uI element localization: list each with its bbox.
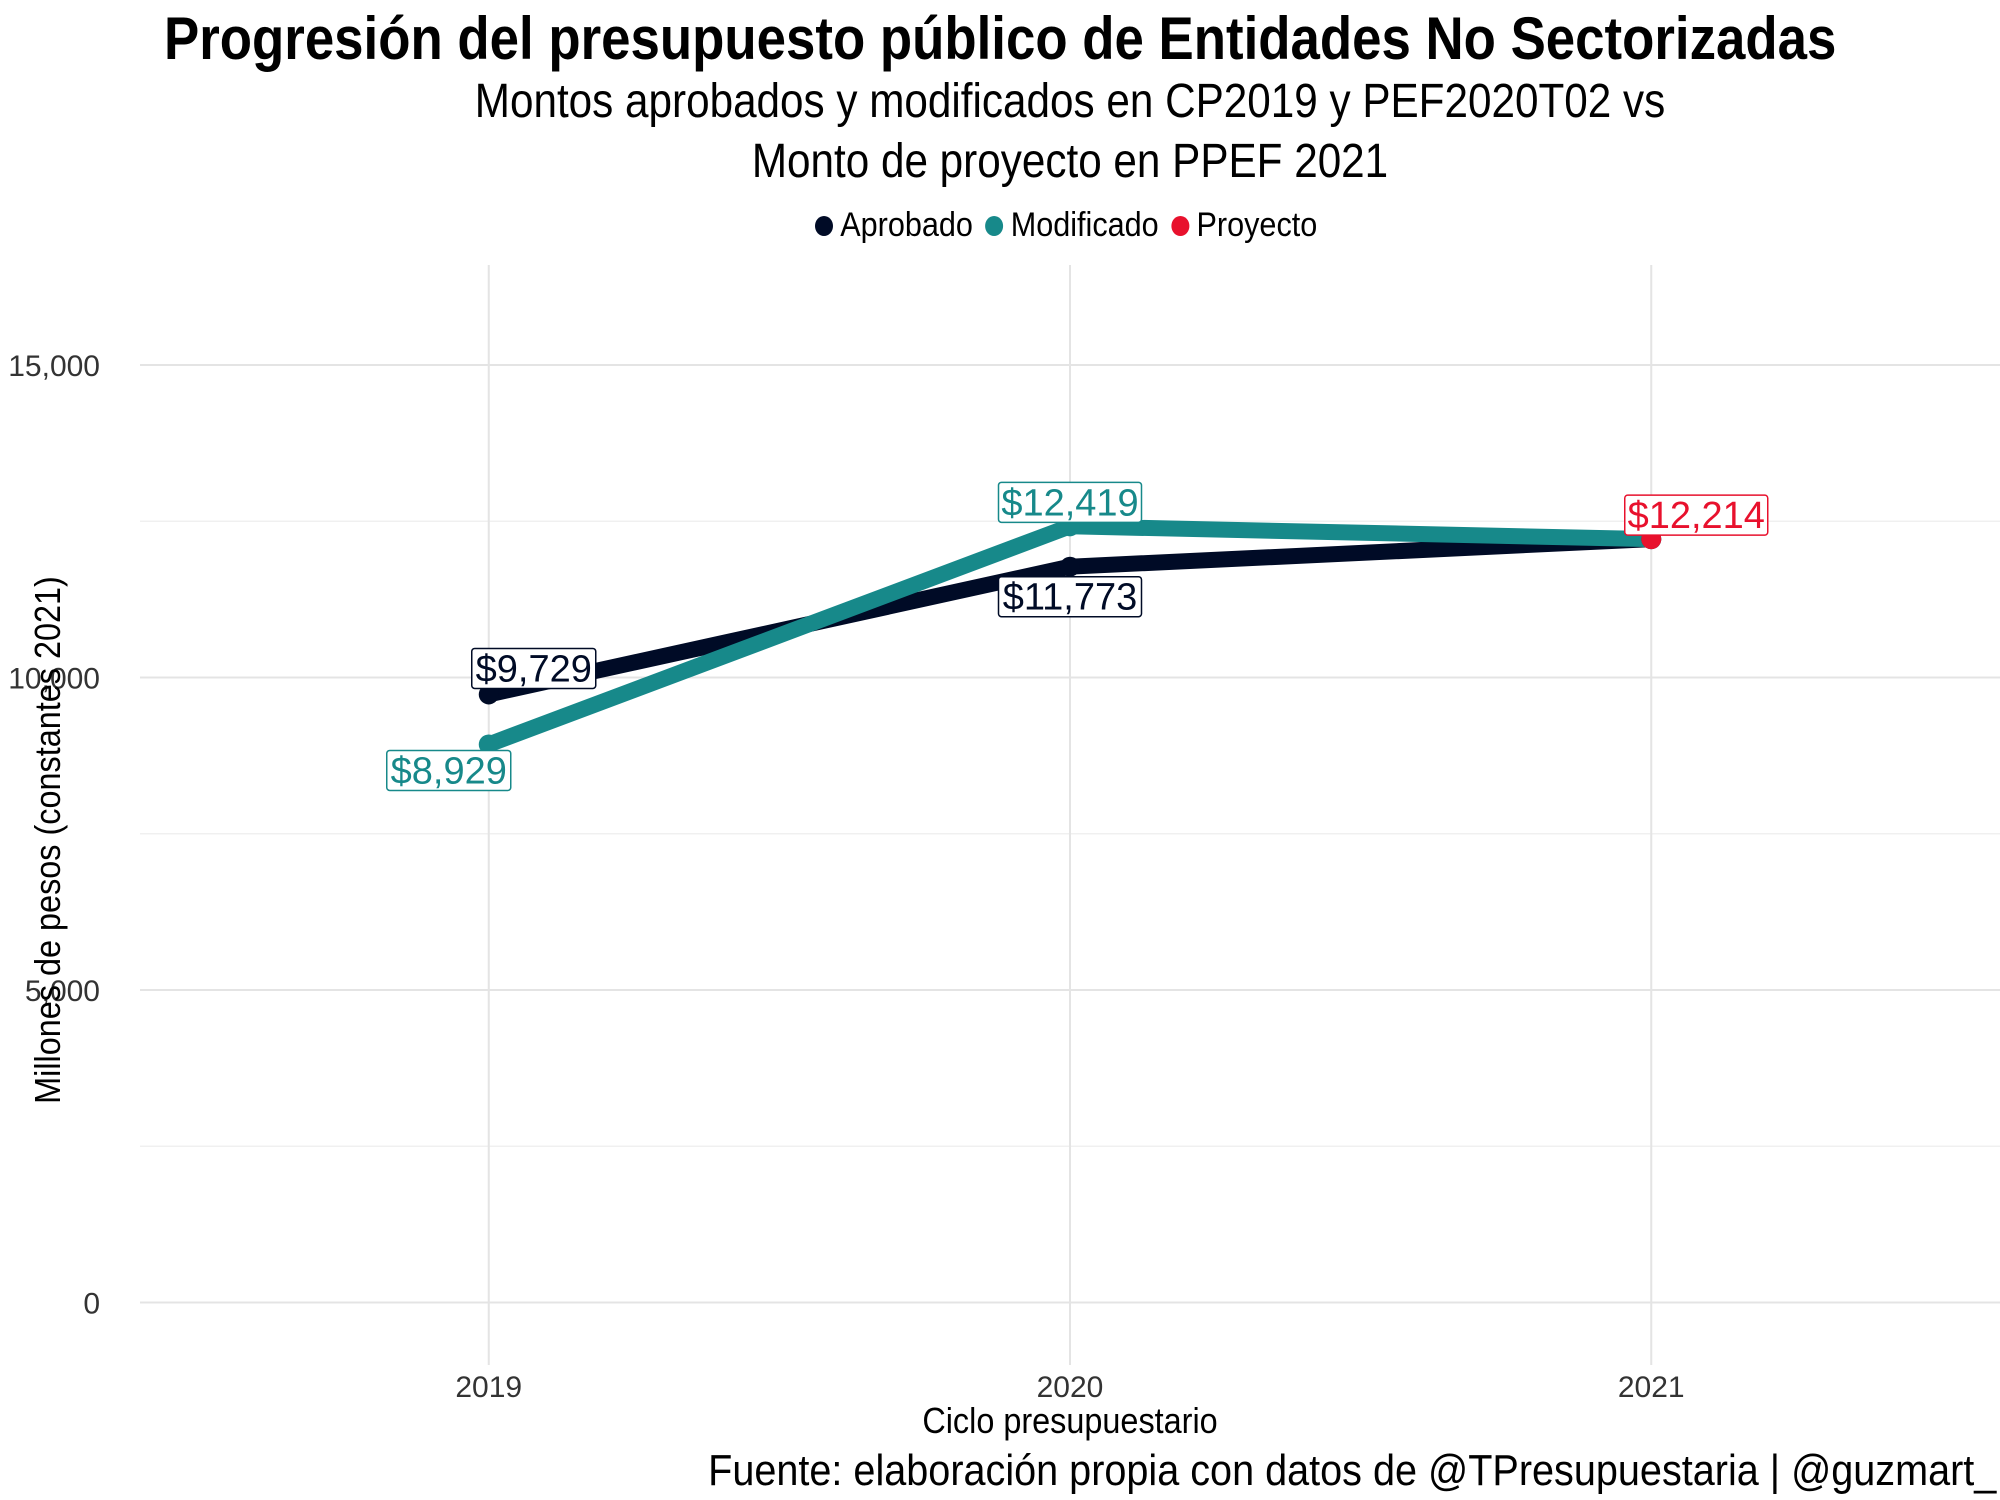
y-tick-label: 15,000 — [8, 350, 100, 383]
legend-swatch-modificado — [985, 215, 1004, 236]
x-tick-label: 2020 — [1037, 1371, 1104, 1404]
data-label: $12,419 — [1001, 482, 1138, 524]
data-point-modificado — [478, 734, 499, 755]
legend-item-proyecto: Proyecto — [1171, 206, 1317, 245]
data-label-box — [997, 481, 1143, 524]
data-label: $9,729 — [476, 648, 592, 690]
data-point-aprobado — [478, 684, 499, 705]
data-label-box — [386, 749, 512, 792]
x-tick-label: 2021 — [1618, 1371, 1685, 1404]
legend-label-proyecto: Proyecto — [1196, 206, 1318, 244]
legend-item-aprobado: Aprobado — [815, 206, 973, 245]
data-label: $12,214 — [1628, 495, 1765, 537]
data-point-aprobado — [1060, 556, 1080, 577]
x-tick-label: 2019 — [455, 1371, 522, 1404]
chart-caption: Fuente: elaboración propia con datos de … — [707, 1446, 1996, 1495]
data-label: $11,773 — [1003, 577, 1138, 619]
legend-item-modificado: Modificado — [985, 206, 1159, 245]
legend-swatch-aprobado — [815, 215, 833, 236]
data-label-box — [997, 575, 1143, 618]
y-tick-label: 10,000 — [8, 663, 100, 696]
x-axis-title: Ciclo presupuestario — [922, 1400, 1218, 1441]
chart-subtitle-line-2: Monto de proyecto en PPEF 2021 — [751, 135, 1389, 188]
y-tick-label: 5,000 — [25, 975, 100, 1008]
chart-title: Progresión del presupuesto público de En… — [164, 5, 1837, 72]
legend-label-modificado: Modificado — [1010, 206, 1159, 244]
legend-swatch-proyecto — [1171, 215, 1190, 236]
data-label-box — [471, 647, 597, 690]
data-label: $8,929 — [391, 750, 507, 792]
y-axis-title: Millones de pesos (constantes 2021) — [27, 576, 68, 1104]
legend: Aprobado Modificado Proyecto — [815, 206, 1330, 245]
legend-label-aprobado: Aprobado — [840, 206, 973, 244]
y-tick-label: 0 — [83, 1288, 100, 1321]
data-label-box — [1624, 494, 1769, 536]
chart-subtitle-line-1: Montos aprobados y modificados en CP2019… — [474, 75, 1666, 128]
